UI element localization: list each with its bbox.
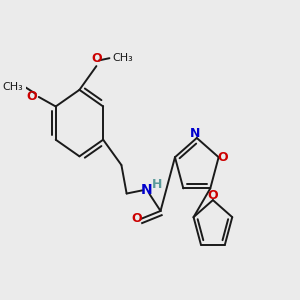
Text: O: O (27, 89, 38, 103)
Text: O: O (92, 52, 103, 65)
Text: CH₃: CH₃ (2, 82, 23, 92)
Text: H: H (152, 178, 162, 191)
Text: N: N (140, 183, 152, 197)
Text: N: N (190, 128, 201, 140)
Text: O: O (208, 190, 218, 202)
Text: O: O (131, 212, 142, 225)
Text: O: O (217, 151, 228, 164)
Text: CH₃: CH₃ (112, 53, 133, 63)
